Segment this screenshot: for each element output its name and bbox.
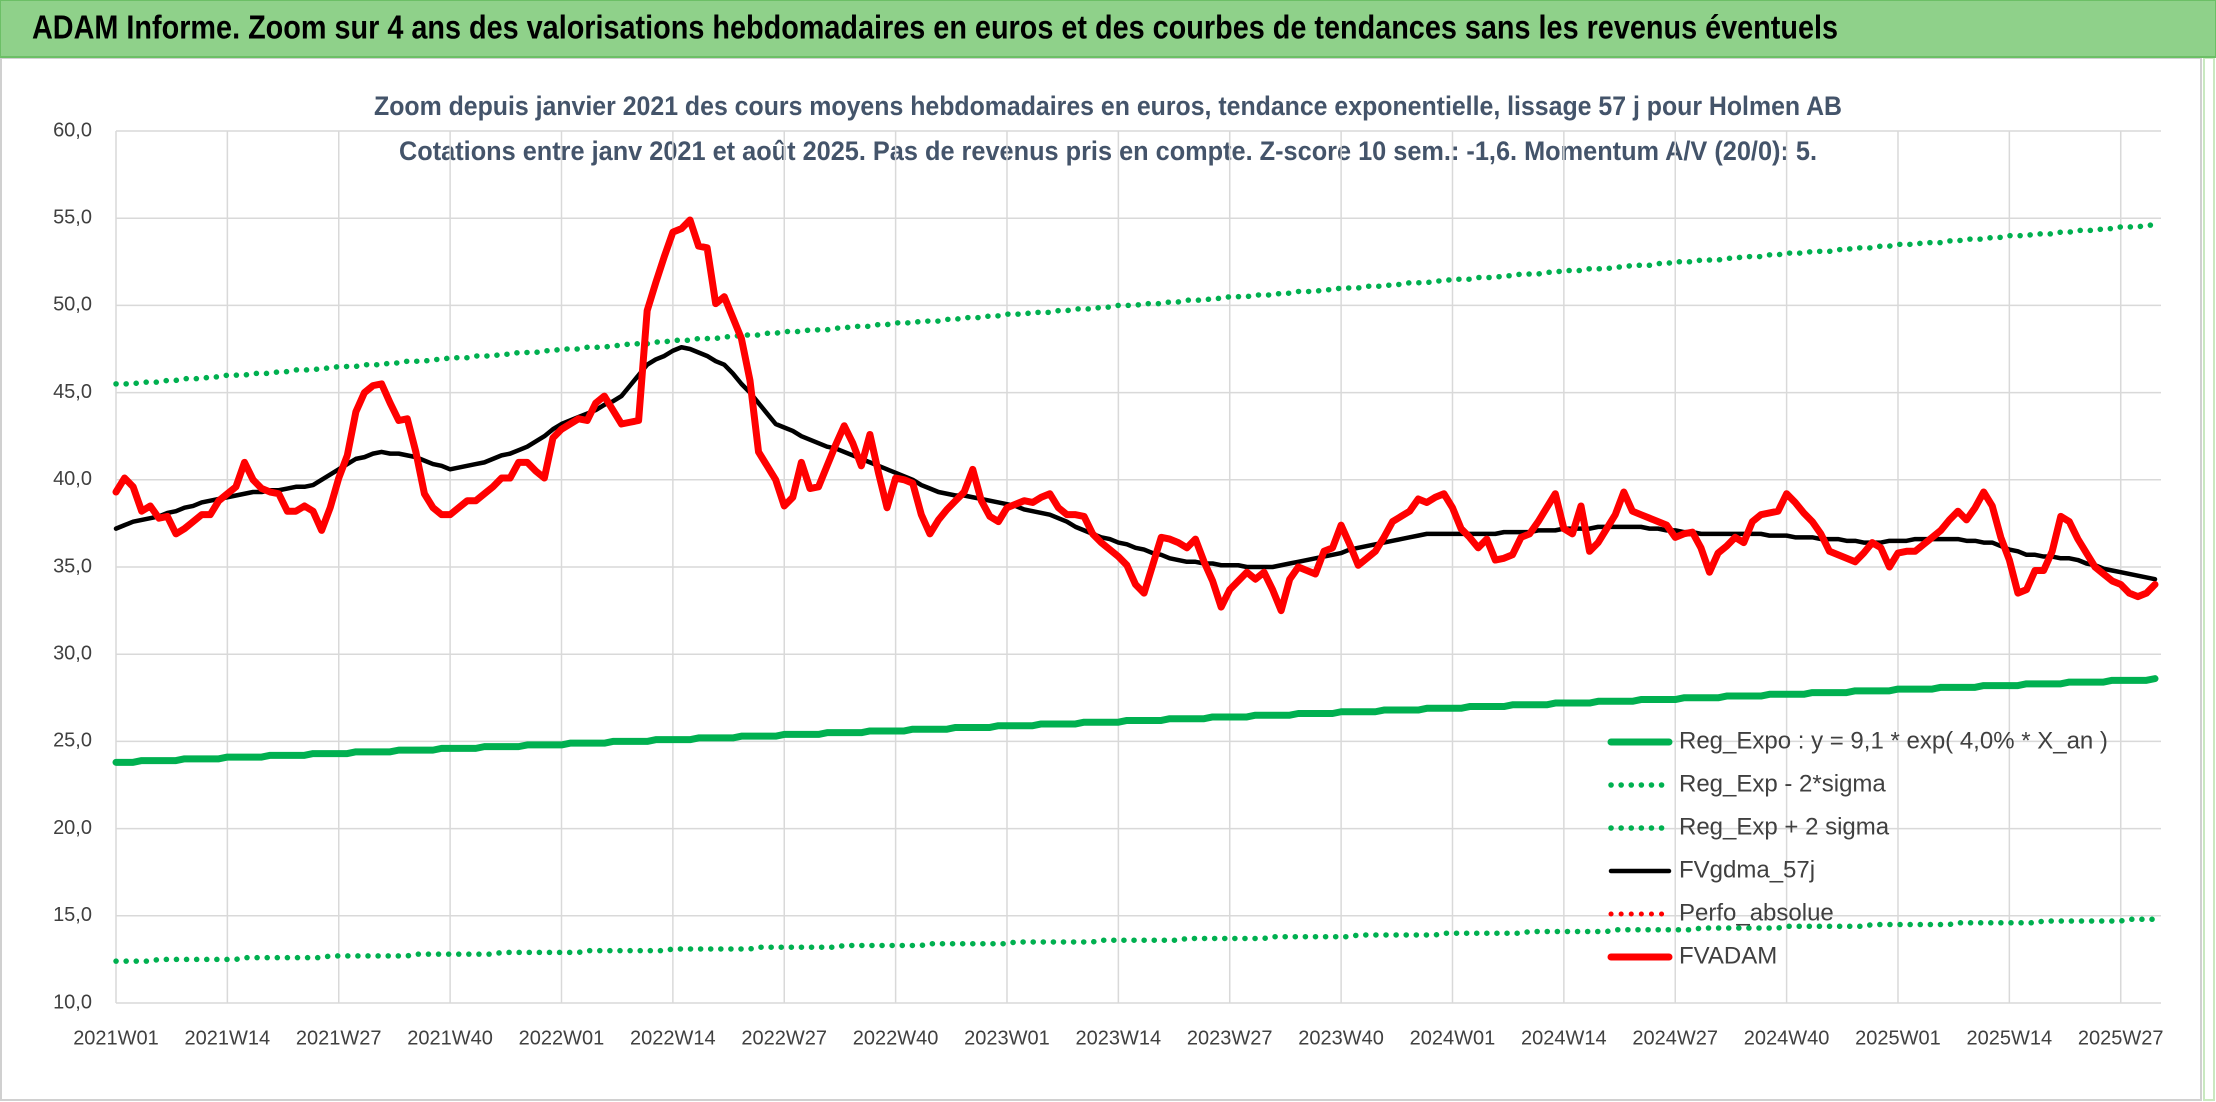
x-tick-label: 2024W27 [1632,1027,1718,1049]
x-tick-label: 2025W14 [1967,1027,2053,1049]
legend-label: Reg_Exp + 2 sigma [1679,813,1890,840]
x-tick-label: 2022W27 [741,1027,827,1049]
y-tick-label: 40,0 [53,468,92,490]
legend-label: FVgdma_57j [1679,856,1815,883]
header-bar [0,0,2216,58]
y-tick-label: 20,0 [53,817,92,839]
x-tick-label: 2021W01 [73,1027,159,1049]
x-tick-label: 2023W01 [964,1027,1050,1049]
x-tick-label: 2021W40 [407,1027,493,1049]
y-tick-label: 60,0 [53,119,92,141]
series-line [112,675,2159,766]
y-tick-label: 30,0 [53,642,92,664]
legend-label: FVADAM [1679,942,1777,969]
legend: Reg_Expo : y = 9,1 * exp( 4,0% * X_an ) R… [1607,727,2108,969]
x-tick-label: 2021W14 [185,1027,271,1049]
x-tick-label: 2024W40 [1744,1027,1830,1049]
x-tick-label: 2023W40 [1298,1027,1384,1049]
x-tick-label: 2024W01 [1410,1027,1496,1049]
y-tick-label: 15,0 [53,904,92,926]
x-tick-label: 2025W27 [2078,1027,2164,1049]
series-line [112,216,2159,615]
y-tick-label: 25,0 [53,730,92,752]
x-tick-label: 2023W27 [1187,1027,1273,1049]
y-tick-label: 10,0 [53,991,92,1013]
series-line [113,916,2158,964]
chart-subtitle: Cotations entre janv 2021 et août 2025. … [399,136,1817,166]
series-line [113,222,2158,387]
x-tick-label: 2023W14 [1076,1027,1162,1049]
y-tick-label: 45,0 [53,381,92,403]
x-tick-label: 2025W01 [1855,1027,1941,1049]
side-strip [2203,57,2215,1101]
plot-lines [112,216,2159,964]
header-title: ADAM Informe. Zoom sur 4 ans des valoris… [32,9,1838,46]
legend-label: Perfo_absolue [1679,899,1834,926]
y-tick-label: 55,0 [53,206,92,228]
y-tick-label: 35,0 [53,555,92,577]
legend-label: Reg_Exp - 2*sigma [1679,770,1886,797]
grid: 10,0 15,0 20,0 25,0 30,0 35,0 40,0 45,0 50,0 55,0… [53,119,2163,1049]
x-tick-label: 2024W14 [1521,1027,1607,1049]
legend-label: Reg_Expo : y = 9,1 * exp( 4,0% * X_an ) [1679,727,2108,754]
y-tick-label: 50,0 [53,294,92,316]
x-tick-label: 2022W01 [519,1027,605,1049]
x-tick-label: 2021W27 [296,1027,382,1049]
x-tick-label: 2022W14 [630,1027,716,1049]
x-tick-label: 2022W40 [853,1027,939,1049]
chart-title: Zoom depuis janvier 2021 des cours moyen… [374,91,1842,121]
series-line [113,345,2158,582]
